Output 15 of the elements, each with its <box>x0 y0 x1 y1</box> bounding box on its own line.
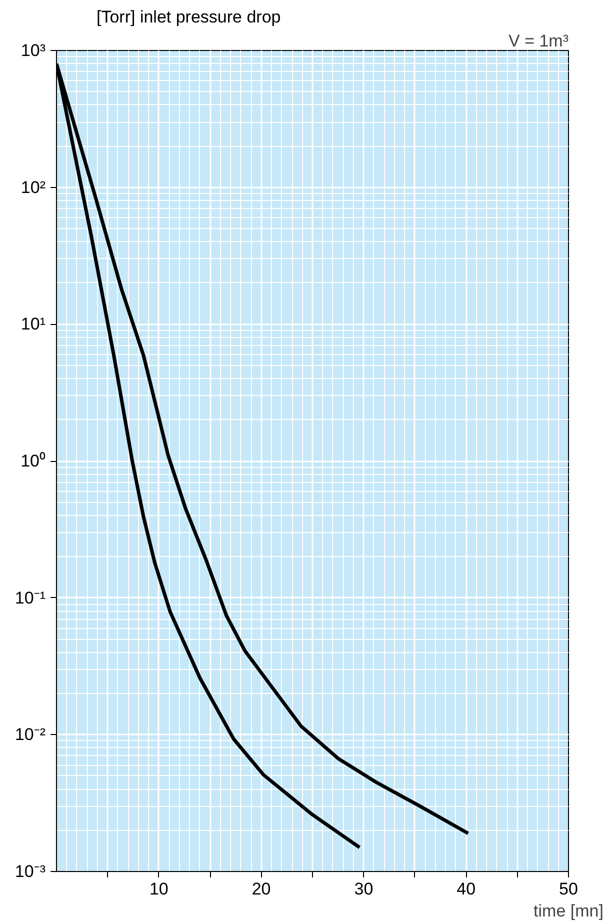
x-tick-label: 10 <box>149 880 168 898</box>
x-tick-label: 50 <box>559 880 578 898</box>
chart-title: [Torr] inlet pressure drop <box>96 8 281 26</box>
y-tick-label: 10⁻¹ <box>14 588 46 608</box>
x-tick-label: 30 <box>354 880 374 898</box>
y-tick-label: 10¹ <box>20 314 46 334</box>
x-tick-label: 20 <box>252 880 271 898</box>
y-tick-label: 10⁻³ <box>14 862 46 881</box>
x-axis-title: time [mn] <box>534 902 604 920</box>
y-tick-label: 10⁰ <box>20 452 46 470</box>
y-tick-label: 10³ <box>20 41 46 60</box>
y-tick-label: 10⁻² <box>14 725 46 744</box>
x-tick-label: 40 <box>456 880 476 898</box>
text: V = 1m³ <box>508 32 569 50</box>
y-tick-label: 10² <box>20 178 46 197</box>
